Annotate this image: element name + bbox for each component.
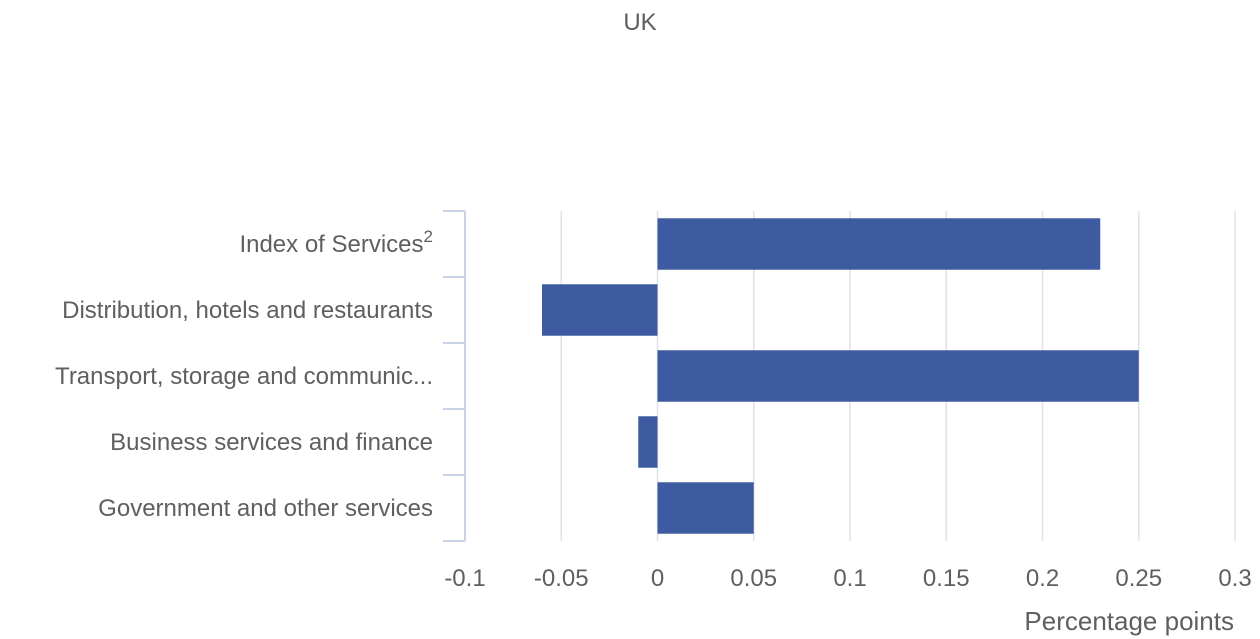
category-label: Transport, storage and communic... [55,363,433,390]
category-label: Business services and finance [110,429,433,456]
bar [638,416,658,468]
bar [542,284,658,336]
x-tick-label: 0.1 [833,565,866,592]
bar [657,482,754,534]
x-tick-label: 0.3 [1218,565,1251,592]
category-axis [443,210,466,542]
x-tick-label: 0.2 [1026,565,1059,592]
x-tick-labels: -0.1 -0.05 0 0.05 0.1 0.15 0.2 0.25 0.3 [444,565,1251,592]
x-tick-label: -0.1 [444,565,485,592]
x-tick-label: -0.05 [534,565,589,592]
bar [657,218,1101,270]
category-label-superscript: 2 [424,227,433,246]
category-labels: Index of Services2 Distribution, hotels a… [55,227,433,522]
x-tick-label: 0 [651,565,664,592]
category-label: Government and other services [98,495,433,522]
bar [657,350,1139,402]
x-axis-title: Percentage points [1024,606,1234,636]
x-tick-label: 0.05 [730,565,777,592]
chart-title: UK [623,9,656,36]
x-tick-label: 0.25 [1115,565,1162,592]
category-label: Index of Services2 [239,227,433,258]
bars [542,218,1139,534]
x-tick-label: 0.15 [923,565,970,592]
category-label: Distribution, hotels and restaurants [62,297,433,324]
